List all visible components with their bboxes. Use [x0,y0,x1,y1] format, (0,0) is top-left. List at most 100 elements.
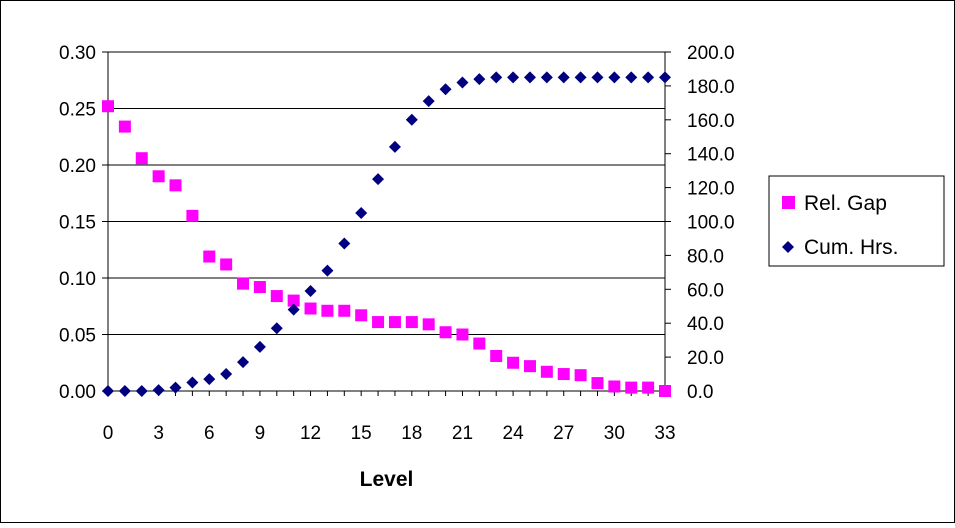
x-tick-label: 12 [300,423,321,444]
rel-gap-point [456,328,469,341]
x-tick-label: 15 [351,423,372,444]
rel-gap-point [237,277,250,290]
rel-gap-point [439,326,452,339]
left-tick-label: 0.00 [59,382,96,403]
left-tick-label: 0.30 [59,43,96,64]
rel-gap-point [186,209,199,222]
cum-hrs-point [270,322,283,335]
series-layer [102,71,671,397]
rel-gap-point [118,120,131,133]
cum-hrs-point [135,385,148,397]
x-tick-label: 3 [153,423,164,444]
cum-hrs-point [405,113,418,126]
x-tick-label: 9 [255,423,266,444]
left-tick-label: 0.15 [59,213,96,234]
rel-gap-point [287,294,300,307]
legend-marker-rel-gap [782,196,795,209]
rel-gap-point [220,258,233,271]
right-tick-label: 100.0 [687,213,735,234]
rel-gap-point [625,381,638,394]
right-tick-label: 80.0 [687,246,724,267]
x-tick-label: 0 [103,423,114,444]
x-axis-title: Level [360,468,414,491]
rel-gap-point [422,318,435,331]
cum-hrs-point [456,76,469,89]
cum-hrs-point [118,385,131,397]
cum-hrs-point [152,384,165,397]
right-tick-label: 40.0 [687,314,724,335]
cum-hrs-point [540,71,553,84]
rel-gap-point [557,368,570,381]
right-tick-label: 180.0 [687,77,735,98]
rel-gap-point [253,281,266,294]
rel-gap-point [523,360,536,373]
cum-hrs-point [490,71,503,84]
rel-gap-point [405,316,418,329]
x-tick-label: 27 [553,423,574,444]
rel-gap-point [152,170,165,183]
left-tick-label: 0.10 [59,269,96,290]
rel-gap-point [642,381,655,394]
cum-hrs-point [625,71,638,84]
cum-hrs-point [237,356,250,369]
rel-gap-point [507,356,520,369]
left-tick-label: 0.05 [59,326,96,347]
cum-hrs-point [321,264,334,277]
cum-hrs-point [439,83,452,96]
cum-hrs-point [186,376,199,389]
rel-gap-point [135,152,148,165]
cum-hrs-point [372,173,385,186]
right-y-axis: 0.0 20.0 40.0 60.0 80.0 100.0 120.0 140.0 160.0 1… [665,43,735,403]
rel-gap-point [659,385,671,397]
rel-gap-point [574,369,587,382]
cum-hrs-point [169,381,182,394]
cum-hrs-point [287,303,300,316]
legend: Rel. Gap Cum. Hrs. [768,175,945,267]
rel-gap-point [270,290,283,303]
legend-marker-cum-hrs [782,241,794,253]
cum-hrs-point [523,71,536,84]
right-tick-label: 200.0 [687,43,735,64]
rel-gap-point [591,377,604,390]
x-tick-label: 21 [452,423,473,444]
cum-hrs-point [507,71,520,84]
cum-hrs-point [422,95,435,108]
cum-hrs-point [102,385,114,397]
rel-gap-point [169,179,182,192]
cum-hrs-point [608,71,621,84]
cum-hrs-point [338,237,351,250]
x-tick-label: 30 [604,423,625,444]
cum-hrs-point [388,140,401,153]
right-tick-label: 20.0 [687,348,724,369]
rel-gap-point [304,302,317,315]
right-tick-label: 140.0 [687,145,735,166]
rel-gap-point [372,316,385,329]
x-tick-label: 18 [401,423,422,444]
cum-hrs-point [473,73,486,86]
rel-gap-point [338,304,351,317]
cum-hrs-point [203,373,216,386]
cum-hrs-point [253,340,266,353]
cum-hrs-point [591,71,604,84]
right-tick-label: 60.0 [687,280,724,301]
cum-hrs-point [574,71,587,84]
cum-hrs-point [220,368,233,381]
left-tick-label: 0.20 [59,156,96,177]
cum-hrs-point [642,71,655,84]
rel-gap-point [321,304,334,317]
legend-label-rel-gap: Rel. Gap [804,192,887,215]
rel-gap-point [473,337,486,350]
x-tick-label: 24 [503,423,525,444]
cum-hrs-point [659,71,671,84]
rel-gap-point [540,365,553,378]
x-axis: 0 3 6 9 12 15 18 21 24 27 30 33 [103,391,676,444]
cum-hrs-point [557,71,570,84]
cum-hrs-point [304,284,317,297]
left-y-axis: 0.00 0.05 0.10 0.15 0.20 0.25 0.30 [59,43,108,403]
cum-hrs-point [355,207,368,220]
rel-gap-point [355,309,368,322]
legend-label-cum-hrs: Cum. Hrs. [804,236,899,259]
rel-gap-point [490,349,503,362]
